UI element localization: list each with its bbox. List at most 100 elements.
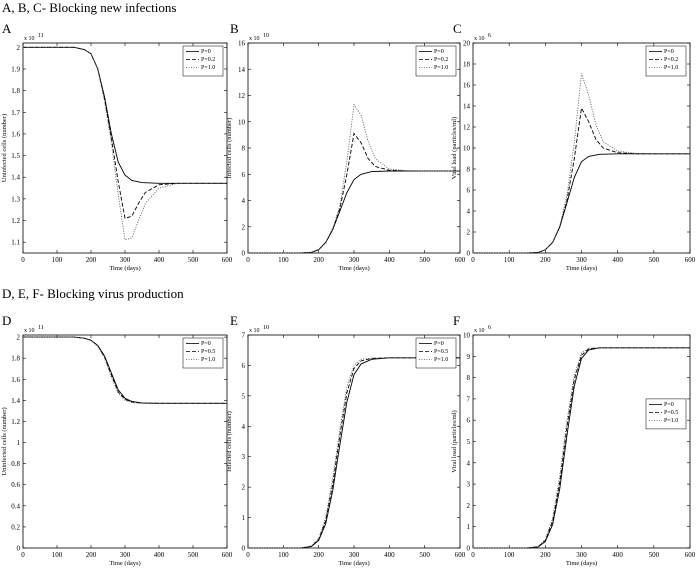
y-axis-label: Viral load (particles/ml): [451, 117, 458, 179]
panel-label: C: [453, 21, 462, 36]
y-tick-label: 5: [467, 438, 471, 446]
panel-d: D 0 100 200 300 400 500 600 0 0.2 0.4 0.6 0.8 1 1.2 1.4…: [1, 313, 233, 567]
y-tick-label: 14: [238, 66, 246, 74]
panel-label: E: [230, 313, 238, 328]
x-tick-label: 200: [540, 551, 551, 559]
y-tick-label: 2: [467, 229, 471, 237]
y-tick-label: 5: [242, 392, 246, 400]
panel-e: E 0 100 200 300 400 500 600 0 1 2 3 4 5 6 7x 10 10 Time (…: [226, 313, 466, 567]
y-tick-label: 0.4: [11, 502, 20, 510]
x-tick-label: 300: [576, 551, 587, 559]
y-tick-label: 1.2: [11, 418, 20, 426]
y-tick-label: 1.6: [11, 130, 20, 138]
axis-exponent: x 10: [474, 36, 485, 42]
y-tick-label: 6: [467, 417, 471, 425]
y-tick-label: 4: [467, 208, 471, 216]
series-line-p05: [248, 357, 460, 549]
x-tick-label: 500: [419, 256, 430, 264]
axis-exponent: x 10: [474, 328, 485, 334]
x-tick-label: 500: [188, 256, 199, 264]
series-line-p0: [473, 153, 690, 254]
y-tick-label: 10: [463, 332, 471, 340]
y-tick-label: 0: [17, 545, 21, 553]
x-axis-label: Time (days): [566, 560, 597, 567]
x-axis-label: Time (days): [338, 560, 369, 567]
y-tick-label: 6: [467, 187, 471, 195]
x-tick-label: 600: [685, 551, 696, 559]
x-tick-label: 0: [21, 256, 25, 264]
y-tick-label: 0.8: [11, 460, 20, 468]
x-tick-label: 600: [222, 256, 233, 264]
legend-box: [645, 398, 687, 430]
x-tick-label: 600: [455, 551, 466, 559]
y-tick-label: 1: [242, 514, 246, 522]
x-tick-label: 200: [313, 256, 324, 264]
y-tick-label: 8: [467, 374, 471, 382]
y-tick-label: 1.5: [11, 152, 20, 160]
x-tick-label: 0: [21, 551, 25, 559]
axis-exponent-power: 10: [263, 325, 269, 331]
y-tick-label: 8: [242, 145, 246, 153]
y-tick-label: 0: [242, 545, 246, 553]
x-tick-label: 0: [471, 551, 475, 559]
y-tick-label: 1.3: [11, 195, 20, 203]
x-tick-label: 300: [120, 551, 131, 559]
y-tick-label: 1.9: [11, 65, 20, 73]
series-line-p10: [23, 336, 227, 404]
axis-exponent-power: 11: [38, 325, 44, 331]
panel-label: F: [453, 313, 460, 328]
legend-label: P=0: [664, 402, 674, 408]
y-tick-label: 14: [463, 103, 471, 111]
legend-box: [645, 45, 687, 77]
series-line-p02: [23, 46, 227, 219]
y-tick-label: 4: [242, 423, 246, 431]
y-tick-label: 0.2: [11, 523, 20, 531]
panel-a: A 0 100 200 300 400 500 600 1.1 1.2 1.3 1.4 1.5 1.6 1.…: [1, 21, 233, 272]
series-line-p0: [473, 347, 690, 549]
legend-box: [182, 337, 224, 369]
x-tick-label: 500: [188, 551, 199, 559]
y-tick-label: 12: [463, 124, 471, 132]
x-tick-label: 0: [471, 256, 475, 264]
x-tick-label: 300: [349, 551, 360, 559]
plot-frame: [472, 334, 691, 549]
x-tick-label: 0: [246, 551, 250, 559]
y-tick-label: 1: [17, 439, 21, 447]
y-tick-label: 0: [242, 250, 246, 258]
series-line-p10: [23, 46, 227, 241]
x-tick-label: 400: [154, 256, 165, 264]
axis-exponent-power: 11: [38, 33, 44, 39]
x-tick-label: 100: [52, 256, 63, 264]
y-tick-label: 2: [242, 484, 246, 492]
x-tick-label: 400: [384, 256, 395, 264]
y-tick-label: 2: [17, 44, 21, 52]
x-tick-label: 400: [612, 256, 623, 264]
series-line-p10: [473, 73, 690, 254]
legend-label: P=0: [664, 49, 674, 55]
axis-exponent-power: 6: [488, 33, 491, 39]
legend-label: P=1.0: [201, 65, 215, 71]
y-tick-label: 6: [242, 171, 246, 179]
panel-label: B: [230, 21, 239, 36]
x-tick-label: 200: [86, 256, 97, 264]
x-tick-label: 200: [313, 551, 324, 559]
legend-label: P=0.2: [434, 57, 448, 63]
y-tick-label: 7: [242, 332, 246, 340]
y-tick-label: 3: [467, 481, 471, 489]
x-tick-label: 400: [384, 551, 395, 559]
y-tick-label: 2: [17, 334, 21, 342]
legend-label: P=0.2: [201, 57, 215, 63]
section-title-top: A, B, C- Blocking new infections: [2, 0, 177, 15]
y-tick-label: 1.4: [11, 174, 20, 182]
y-axis-label: Viral load (particles/ml): [451, 410, 458, 472]
x-axis-label: Time (days): [109, 560, 140, 567]
y-tick-label: 1.8: [11, 87, 20, 95]
y-tick-label: 1.7: [11, 109, 20, 117]
y-tick-label: 3: [242, 453, 246, 461]
legend-label: P=1.0: [664, 65, 678, 71]
y-axis-label: Uninfected cells (number): [1, 407, 8, 475]
legend-label: P=0: [201, 49, 211, 55]
y-tick-label: 10: [238, 118, 246, 126]
